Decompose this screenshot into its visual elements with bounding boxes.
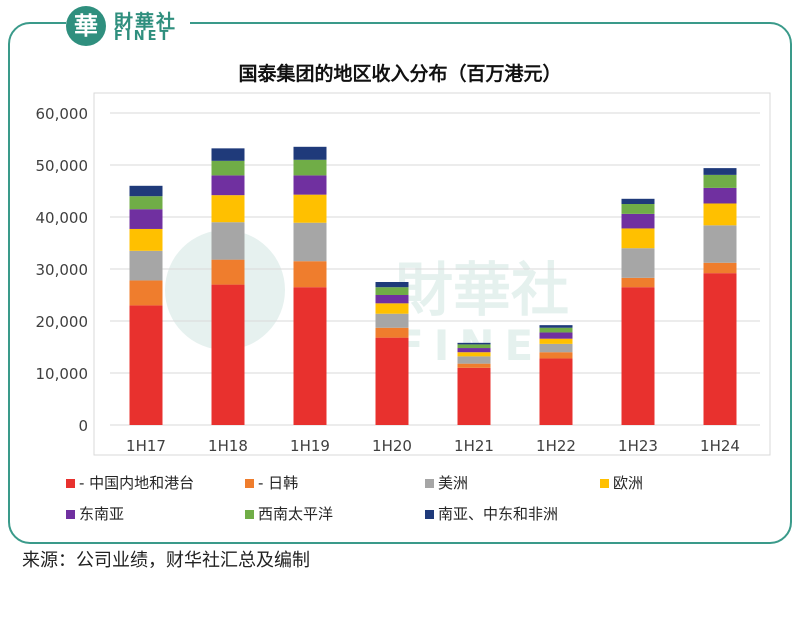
bar-segment	[293, 146, 327, 160]
bar-segment	[539, 327, 573, 333]
x-tick-label: 1H23	[618, 437, 658, 455]
x-tick-label: 1H17	[126, 437, 166, 455]
y-tick-label: 10,000	[36, 365, 89, 383]
bar-segment	[129, 228, 163, 251]
bar-segment	[539, 338, 573, 344]
bar-segment	[457, 348, 491, 353]
bar-segment	[293, 194, 327, 223]
x-tick-label: 1H21	[454, 437, 494, 455]
bar-segment	[621, 213, 655, 229]
bar-segment	[293, 261, 327, 288]
bar-segment	[211, 148, 245, 161]
legend-swatch	[425, 479, 434, 488]
bar-segment	[703, 203, 737, 226]
bar-segment	[703, 168, 737, 175]
bar-segment	[457, 363, 491, 368]
bar-segment	[539, 358, 573, 425]
y-tick-label: 60,000	[36, 105, 89, 123]
legend-label: - 中国内地和港台	[79, 474, 194, 492]
bar-segment	[621, 277, 655, 288]
legend-label: 美洲	[438, 474, 468, 492]
bar-segment	[621, 204, 655, 214]
bar-segment	[293, 175, 327, 195]
legend-swatch	[245, 510, 254, 519]
logo-cn-text: 財華社	[114, 11, 178, 33]
x-tick-label: 1H24	[700, 437, 740, 455]
x-tick-label: 1H18	[208, 437, 248, 455]
bar-segment	[375, 327, 409, 338]
bar-segment	[703, 187, 737, 204]
x-tick-label: 1H20	[372, 437, 412, 455]
legend-swatch	[425, 510, 434, 519]
finet-logo: 華 財華社 FINET	[66, 6, 190, 46]
legend-swatch	[245, 479, 254, 488]
bar-segment	[129, 305, 163, 425]
bar-segment	[129, 250, 163, 281]
watermark-cn: 財華社	[395, 256, 569, 324]
x-tick-label: 1H19	[290, 437, 330, 455]
bar-segment	[375, 337, 409, 425]
bar-segment	[539, 325, 573, 328]
bar-segment	[539, 332, 573, 339]
bar-segment	[621, 198, 655, 204]
bar-segment	[539, 343, 573, 353]
bar-segment	[129, 196, 163, 210]
bar-segment	[211, 160, 245, 176]
bar-segment	[375, 282, 409, 288]
logo-en-text: FINET	[114, 29, 172, 44]
bar-segment	[457, 342, 491, 345]
bar-segment	[211, 222, 245, 260]
y-tick-label: 20,000	[36, 313, 89, 331]
bar-segment	[129, 280, 163, 306]
bar-segment	[129, 209, 163, 229]
logo-seal-icon: 華	[66, 6, 106, 46]
bar-segment	[703, 225, 737, 263]
y-tick-label: 30,000	[36, 261, 89, 279]
bar-segment	[211, 175, 245, 196]
bar-segment	[293, 287, 327, 425]
bar-segment	[375, 295, 409, 304]
legend-swatch	[66, 510, 75, 519]
bar-segment	[211, 259, 245, 285]
y-tick-label: 40,000	[36, 209, 89, 227]
bar-segment	[703, 273, 737, 425]
x-tick-label: 1H22	[536, 437, 576, 455]
bar-segment	[129, 185, 163, 197]
bar-segment	[621, 248, 655, 278]
bar-segment	[293, 222, 327, 262]
legend-label: - 日韩	[258, 474, 298, 492]
legend-label: 欧洲	[613, 474, 643, 492]
bar-segment	[703, 262, 737, 274]
bar-segment	[457, 352, 491, 357]
bar-segment	[375, 313, 409, 328]
legend-label: 东南亚	[79, 505, 124, 523]
bar-segment	[621, 287, 655, 425]
bar-segment	[211, 284, 245, 425]
bar-segment	[293, 159, 327, 176]
y-tick-label: 0	[78, 417, 88, 435]
chart-title: 国泰集团的地区收入分布（百万港元）	[238, 62, 561, 85]
y-tick-label: 50,000	[36, 157, 89, 175]
bar-segment	[457, 367, 491, 425]
bar-segment	[457, 344, 491, 349]
bar-segment	[375, 287, 409, 295]
bar-segment	[211, 195, 245, 223]
legend-label: 西南太平洋	[258, 505, 333, 523]
bar-segment	[457, 356, 491, 364]
bar-segment	[539, 352, 573, 359]
legend-label: 南亚、中东和非洲	[438, 505, 558, 523]
source-note: 来源：公司业绩，财华社汇总及编制	[22, 550, 310, 571]
bar-segment	[621, 228, 655, 249]
legend-swatch	[66, 479, 75, 488]
legend-swatch	[600, 479, 609, 488]
plot-area-border	[93, 92, 771, 456]
bar-segment	[375, 303, 409, 314]
bar-segment	[703, 174, 737, 188]
